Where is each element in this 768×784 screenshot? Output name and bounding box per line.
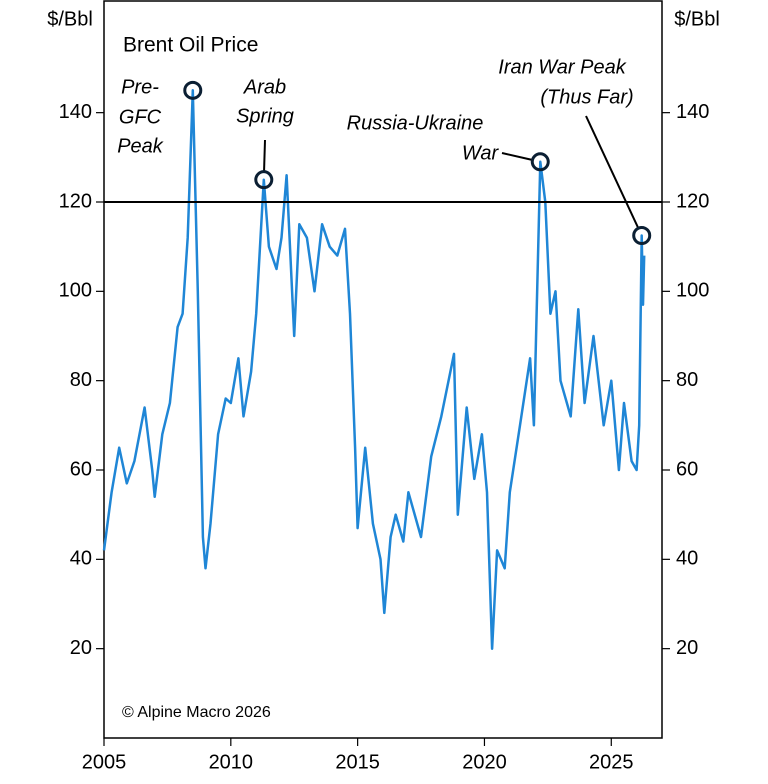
- y-tick-label: 100: [59, 280, 92, 302]
- annotation-text: Spring: [236, 105, 294, 127]
- annotation-text: GFC: [119, 106, 162, 128]
- y-axis-unit: $/Bbl: [47, 8, 93, 30]
- x-tick-label: 2005: [82, 751, 127, 773]
- x-tick-label: 2010: [209, 751, 254, 773]
- y2-tick-label: 60: [676, 458, 698, 480]
- annotation-text: Peak: [117, 135, 164, 157]
- y2-tick-label: 120: [676, 190, 709, 212]
- x-tick-label: 2025: [589, 751, 634, 773]
- y2-tick-label: 20: [676, 637, 698, 659]
- source-note: © Alpine Macro 2026: [122, 704, 271, 721]
- y2-axis-unit: $/Bbl: [674, 8, 720, 30]
- plot-frame: [103, 0, 663, 739]
- annotation-marker: [183, 80, 203, 100]
- annotation-marker: [254, 170, 274, 190]
- annotation-marker: [530, 152, 550, 172]
- annotation-text: Arab: [243, 76, 286, 98]
- y2-tick-label: 80: [676, 369, 698, 391]
- annotation-text: Russia-Ukraine: [347, 112, 484, 134]
- annotation-text: Pre-: [121, 76, 159, 98]
- annotation-text: War: [462, 142, 500, 164]
- price-line: [102, 89, 646, 650]
- annotation-text: Iran War Peak: [498, 56, 626, 78]
- y-tick-label: 120: [59, 190, 92, 212]
- annotation-marker: [632, 226, 652, 245]
- y2-tick-label: 100: [676, 280, 709, 302]
- y-tick-label: 60: [70, 458, 92, 480]
- annotation-leader: [263, 139, 266, 171]
- y-tick-label: 80: [70, 369, 92, 391]
- y-tick-label: 140: [59, 101, 92, 123]
- y-tick-label: 40: [70, 548, 92, 570]
- x-tick-label: 2020: [462, 751, 507, 773]
- annotation-leader: [585, 115, 639, 228]
- chart-title: Brent Oil Price: [123, 34, 258, 57]
- x-tick-label: 2015: [335, 751, 380, 773]
- y2-tick-label: 40: [676, 548, 698, 570]
- annotation-text: (Thus Far): [540, 86, 633, 108]
- y-tick-label: 20: [70, 637, 92, 659]
- annotation-leader: [501, 152, 532, 161]
- y2-tick-label: 140: [676, 101, 709, 123]
